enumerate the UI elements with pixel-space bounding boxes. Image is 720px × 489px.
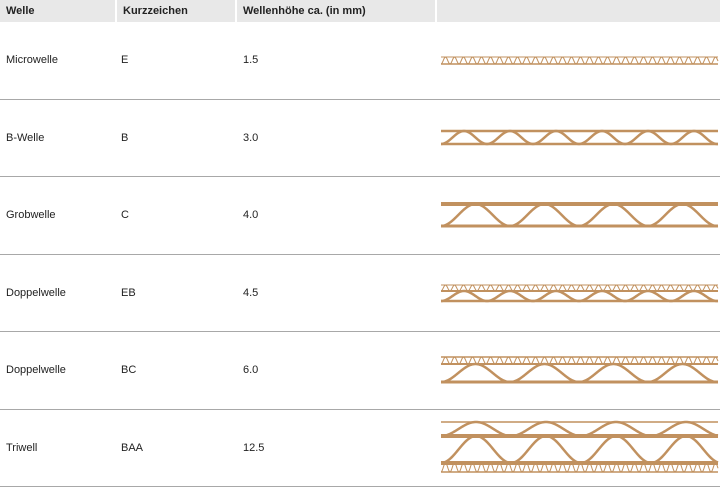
table-row: Microwelle E 1.5: [0, 22, 720, 100]
table-row: B-Welle B 3.0: [0, 100, 720, 177]
cell-kurzzeichen: E: [121, 54, 129, 67]
corrugation-illustration: [441, 56, 719, 65]
flute-wave: [441, 362, 719, 384]
liner: [441, 433, 718, 438]
cell-welle: B-Welle: [6, 131, 45, 144]
liner: [441, 363, 718, 365]
cell-wellenhoehe: 3.0: [243, 131, 259, 144]
cell-kurzzeichen: BAA: [121, 441, 144, 454]
cell-wellenhoehe: 12.5: [243, 441, 265, 454]
cell-kurzzeichen: C: [121, 209, 129, 222]
flute-wave: [441, 420, 719, 437]
table-row: Doppelwelle BC 6.0: [0, 332, 720, 410]
cell-welle: Grobwelle: [6, 209, 56, 222]
cell-kurzzeichen: EB: [121, 286, 136, 299]
cell-wellenhoehe: 4.5: [243, 286, 259, 299]
liner: [441, 129, 718, 132]
header-kurzzeichen: Kurzzeichen: [117, 0, 235, 22]
liner: [441, 289, 718, 292]
liner: [441, 56, 718, 58]
corrugation-illustration: [441, 129, 719, 145]
corrugation-illustration: [441, 284, 719, 302]
table-row: Doppelwelle EB 4.5: [0, 255, 720, 332]
cell-welle: Microwelle: [6, 54, 58, 67]
table-row: Triwell BAA 12.5: [0, 410, 720, 487]
corrugation-illustration: [441, 356, 719, 384]
corrugation-illustration: [441, 202, 719, 228]
flute-wave: [441, 462, 719, 473]
flute-wave: [441, 289, 719, 302]
flute-wave: [441, 434, 719, 464]
cell-wellenhoehe: 1.5: [243, 54, 259, 67]
liner: [441, 63, 718, 65]
corrugation-illustration: [441, 420, 719, 473]
cell-welle: Doppelwelle: [6, 286, 66, 299]
flute-wave: [441, 202, 719, 228]
liner: [441, 202, 718, 206]
flute-wave: [441, 356, 719, 365]
header-welle: Welle: [0, 0, 115, 22]
cell-kurzzeichen: BC: [121, 364, 137, 377]
header-wellenhoehe: Wellenhöhe ca. (in mm): [237, 0, 435, 22]
liner: [441, 461, 718, 464]
cell-kurzzeichen: B: [121, 131, 129, 144]
liner: [441, 284, 718, 285]
table-row: Grobwelle C 4.0: [0, 177, 720, 255]
cell-welle: Triwell: [6, 441, 38, 454]
header-image: [437, 0, 720, 22]
liner: [441, 470, 718, 473]
liner: [441, 356, 718, 358]
cell-welle: Doppelwelle: [6, 364, 66, 377]
cell-wellenhoehe: 6.0: [243, 364, 259, 377]
flute-wave: [441, 129, 719, 145]
cell-wellenhoehe: 4.0: [243, 209, 259, 222]
flute-wave: [441, 56, 719, 65]
liner: [441, 420, 718, 423]
